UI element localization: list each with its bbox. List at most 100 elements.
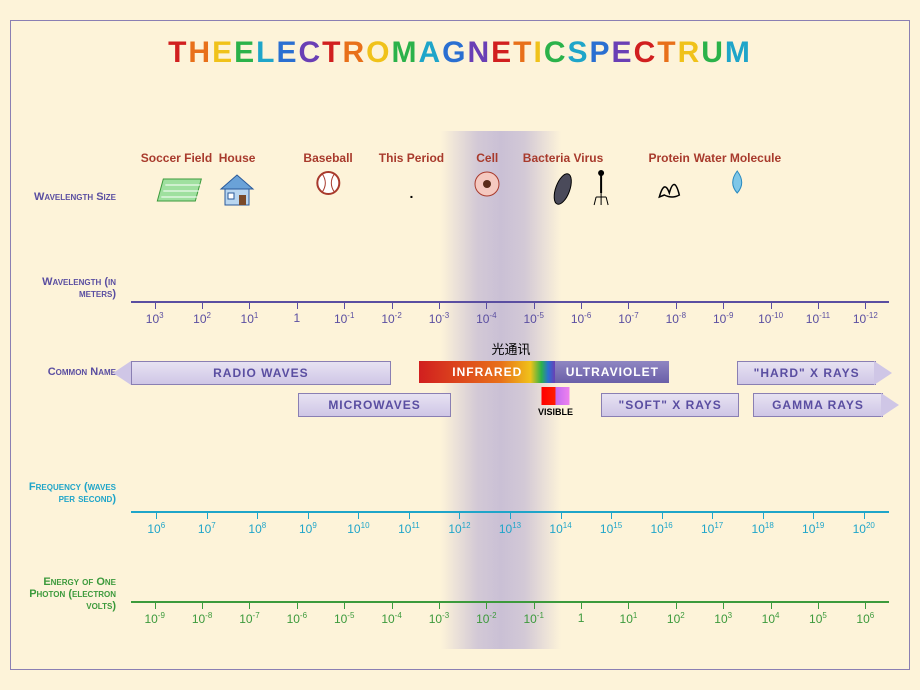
tick-label: 10-2 xyxy=(476,611,496,626)
tick-label: 10-3 xyxy=(429,311,449,326)
band-softx: "SOFT" X RAYS xyxy=(601,393,739,417)
tick-label: 105 xyxy=(809,611,827,626)
tick-label: 101 xyxy=(620,611,638,626)
tick-label: 10-5 xyxy=(334,611,354,626)
tick xyxy=(409,511,410,519)
tick-label: 103 xyxy=(146,311,164,326)
band-ultraviolet: ULTRAVIOLET xyxy=(555,361,669,383)
tick xyxy=(486,301,487,309)
wavelength-ticks: 103102101110-110-210-310-410-510-610-710… xyxy=(131,301,889,331)
tick xyxy=(249,601,250,609)
house-icon xyxy=(215,169,259,209)
tick-label: 1016 xyxy=(650,521,672,536)
size-object-label: Protein xyxy=(649,151,690,165)
tick-label: 10-7 xyxy=(239,611,259,626)
rainbow-triangle-icon xyxy=(541,387,569,405)
virus-icon xyxy=(586,169,616,209)
tick-label: 10-1 xyxy=(523,611,543,626)
water-molecule-icon xyxy=(694,169,782,197)
label-energy: Energy of One Photon (electron volts) xyxy=(11,576,116,612)
tick xyxy=(628,301,629,309)
band-infrared: INFRARED xyxy=(419,361,555,383)
tick xyxy=(207,511,208,519)
tick xyxy=(865,301,866,309)
tick-label: 101 xyxy=(241,311,259,326)
tick xyxy=(662,511,663,519)
tick-label: 106 xyxy=(147,521,165,536)
tick-label: 108 xyxy=(248,521,266,536)
tick-label: 106 xyxy=(856,611,874,626)
arrow-right-icon xyxy=(881,393,899,417)
tick-label: 10-9 xyxy=(713,311,733,326)
tick-label: 10-5 xyxy=(523,311,543,326)
size-object-label: Baseball xyxy=(303,151,352,165)
tick xyxy=(561,511,562,519)
tick xyxy=(864,511,865,519)
tick xyxy=(486,601,487,609)
band-gamma: GAMMA RAYS xyxy=(753,393,884,417)
energy-ticks: 10-910-810-710-610-510-410-310-210-11101… xyxy=(131,601,889,631)
tick-label: 1014 xyxy=(549,521,571,536)
tick-label: 10-11 xyxy=(806,311,830,326)
tick xyxy=(771,301,772,309)
tick xyxy=(628,601,629,609)
tick-label: 1015 xyxy=(600,521,622,536)
tick-label: 1 xyxy=(293,311,300,325)
main-title: THE ELECTROMAGNETIC SPECTRUM xyxy=(11,36,909,70)
size-object-label: Soccer Field xyxy=(141,151,212,165)
tick xyxy=(344,301,345,309)
band-microwaves: MICROWAVES xyxy=(298,393,452,417)
size-object-water-molecule: Water Molecule xyxy=(694,151,782,197)
tick xyxy=(534,301,535,309)
tick-label: 10-7 xyxy=(618,311,638,326)
tick-label: 102 xyxy=(193,311,211,326)
tick xyxy=(249,301,250,309)
tick-label: 1 xyxy=(578,611,585,625)
tick-label: 1020 xyxy=(853,521,875,536)
size-object-label: House xyxy=(215,151,259,165)
tick xyxy=(771,601,772,609)
common-name-bands: RADIO WAVESINFRAREDULTRAVIOLET"HARD" X R… xyxy=(131,361,889,441)
tick-label: 10-3 xyxy=(429,611,449,626)
diagram-frame: THE ELECTROMAGNETIC SPECTRUM Wavelength … xyxy=(10,20,910,670)
size-object-virus: Virus xyxy=(586,151,616,209)
tick xyxy=(534,601,535,609)
tick-label: 10-6 xyxy=(287,611,307,626)
tick-label: 10-8 xyxy=(666,311,686,326)
visible-light-marker: VISIBLE xyxy=(538,387,573,417)
tick-label: 1012 xyxy=(448,521,470,536)
tick-label: 1010 xyxy=(347,521,369,536)
tick xyxy=(155,301,156,309)
tick-label: 10-8 xyxy=(192,611,212,626)
size-object-label: Water Molecule xyxy=(694,151,782,165)
visible-label: VISIBLE xyxy=(538,407,573,417)
size-object-soccer-field: Soccer Field xyxy=(141,151,212,209)
tick xyxy=(676,301,677,309)
tick xyxy=(257,511,258,519)
tick-label: 109 xyxy=(299,521,317,536)
size-object-protein: Protein xyxy=(649,151,690,203)
label-common-name: Common Name xyxy=(11,366,116,378)
tick xyxy=(581,601,582,609)
tick xyxy=(818,601,819,609)
tick xyxy=(712,511,713,519)
tick xyxy=(297,301,298,309)
tick xyxy=(865,601,866,609)
tick-label: 1011 xyxy=(398,521,420,536)
size-object-this-period: This Period. xyxy=(379,151,444,201)
tick-label: 10-2 xyxy=(381,311,401,326)
tick xyxy=(510,511,511,519)
tick xyxy=(344,601,345,609)
tick-label: 10-4 xyxy=(476,311,496,326)
tick xyxy=(297,601,298,609)
tick xyxy=(439,301,440,309)
tick-label: 104 xyxy=(762,611,780,626)
label-wavelength-meters: Wavelength (in meters) xyxy=(11,276,116,300)
tick xyxy=(439,601,440,609)
tick xyxy=(156,511,157,519)
tick-label: 107 xyxy=(198,521,216,536)
label-wavelength-size: Wavelength Size xyxy=(11,191,116,203)
size-object-label: Cell xyxy=(472,151,502,165)
tick xyxy=(723,601,724,609)
baseball-icon xyxy=(303,169,352,197)
